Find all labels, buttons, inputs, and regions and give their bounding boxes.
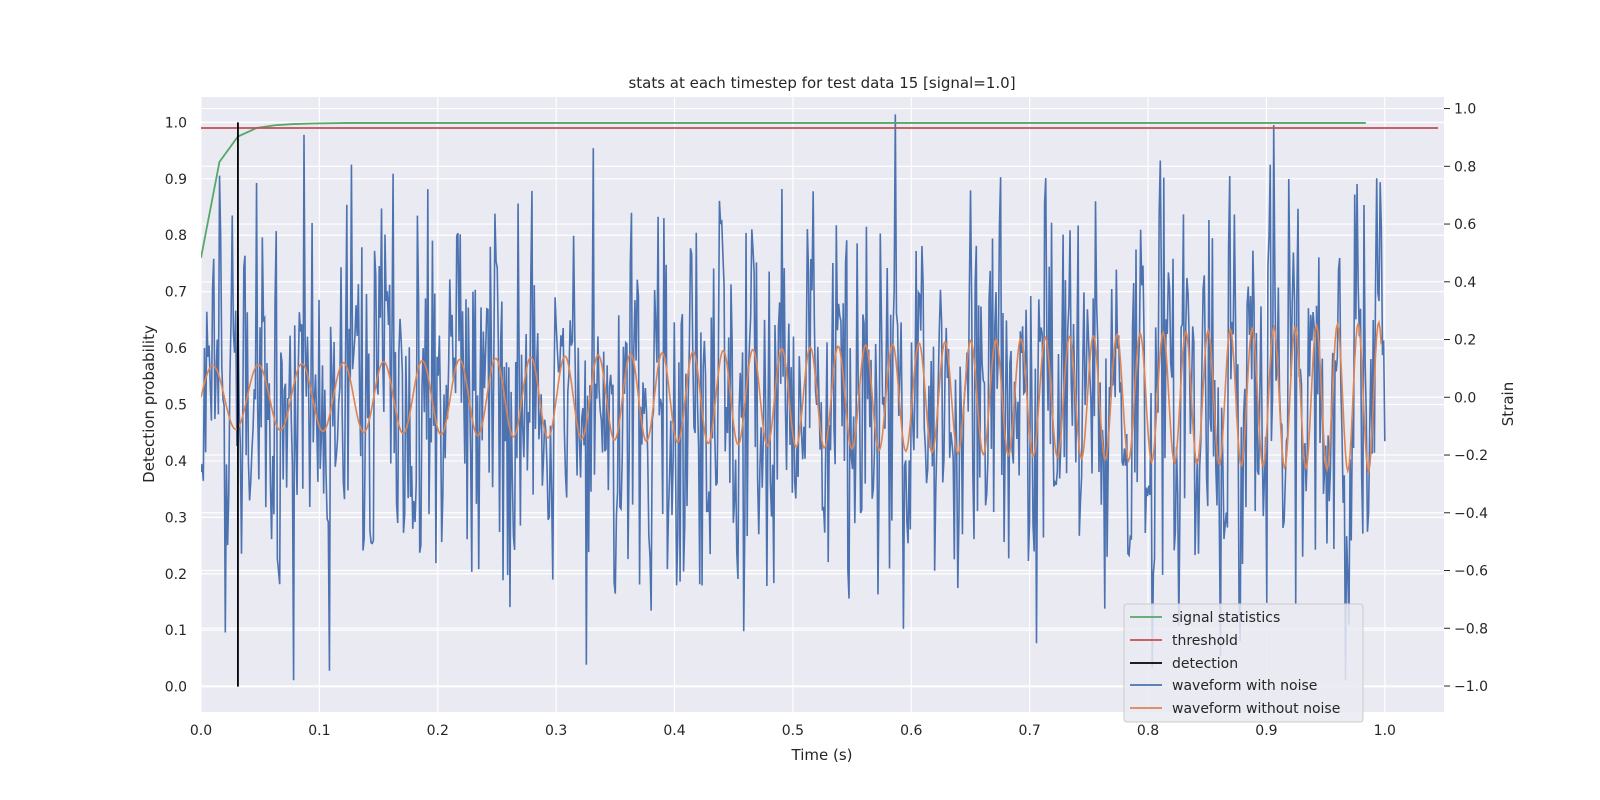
x-tick-label: 0.2 [427,723,449,739]
y-axis-label: Detection probability [140,325,158,483]
y-tick-label: 0.6 [165,341,187,357]
y-tick-label: 1.0 [165,115,187,131]
y-tick-labels: 0.0 0.1 0.2 0.3 0.4 0.5 0.6 0.7 0.8 0.9 1.0 [165,115,187,695]
y-tick-label: 0.0 [165,680,187,696]
series-waveform-with-noise [201,114,1386,681]
y2-tick-labels: −1.0 −0.8 −0.6 −0.4 −0.2 0.0 0.2 0.4 0.6 0.8 1.0 [1444,102,1488,695]
y-tick-label: 0.1 [165,623,187,639]
legend-box [1123,603,1364,723]
x-axis-label: Time (s) [791,746,853,764]
y2-tick-label: 0.2 [1454,333,1476,349]
y2-tick-label: −0.2 [1454,448,1488,464]
y-tick-label: 0.2 [165,567,187,583]
series-waveform-without-noise [201,319,1383,475]
legend-label-detection: detection [1172,656,1238,672]
x-tick-label: 0.3 [545,723,567,739]
y2-tick-label: 0.0 [1454,390,1476,406]
legend-label-waveform-with-noise: waveform with noise [1172,678,1317,694]
x-tick-label: 0.6 [900,723,922,739]
y2-tick-label: 0.8 [1454,159,1476,175]
y2-tick-label: −0.6 [1454,564,1488,580]
x-tick-label: 0.1 [308,723,330,739]
x-tick-label: 0.8 [1137,723,1159,739]
x-tick-labels: 0.0 0.1 0.2 0.3 0.4 0.5 0.6 0.7 0.8 0.9 1.0 [190,723,1396,739]
y2-tick-label: −0.8 [1454,621,1488,637]
y-tick-label: 0.8 [165,228,187,244]
legend-label-waveform-without-noise: waveform without noise [1172,701,1340,717]
y2-tick-label: −0.4 [1454,506,1488,522]
y-tick-label: 0.7 [165,285,187,301]
y-tick-label: 0.4 [165,454,187,470]
y-tick-label: 0.3 [165,510,187,526]
legend-label-signal-statistics: signal statistics [1172,610,1280,626]
series-layer [201,114,1439,687]
x-tick-label: 0.0 [190,723,212,739]
series-signal-statistics [201,122,1366,258]
chart-title: stats at each timestep for test data 15 … [628,74,1015,92]
y2-axis-label: Strain [1499,382,1517,426]
x-tick-label: 0.9 [1255,723,1277,739]
y2-tick-label: −1.0 [1454,679,1488,695]
y2-tick-label: 0.6 [1454,217,1476,233]
x-tick-label: 0.7 [1019,723,1041,739]
y2-tick-label: 0.4 [1454,275,1476,291]
y2-tick-label: 1.0 [1454,102,1476,118]
x-tick-label: 0.5 [782,723,804,739]
x-tick-label: 1.0 [1374,723,1396,739]
y-tick-label: 0.9 [165,172,187,188]
legend-label-threshold: threshold [1172,633,1238,649]
legend: signal statistics threshold detection wa… [1123,603,1364,723]
x-tick-label: 0.4 [663,723,685,739]
y-tick-label: 0.5 [165,398,187,414]
